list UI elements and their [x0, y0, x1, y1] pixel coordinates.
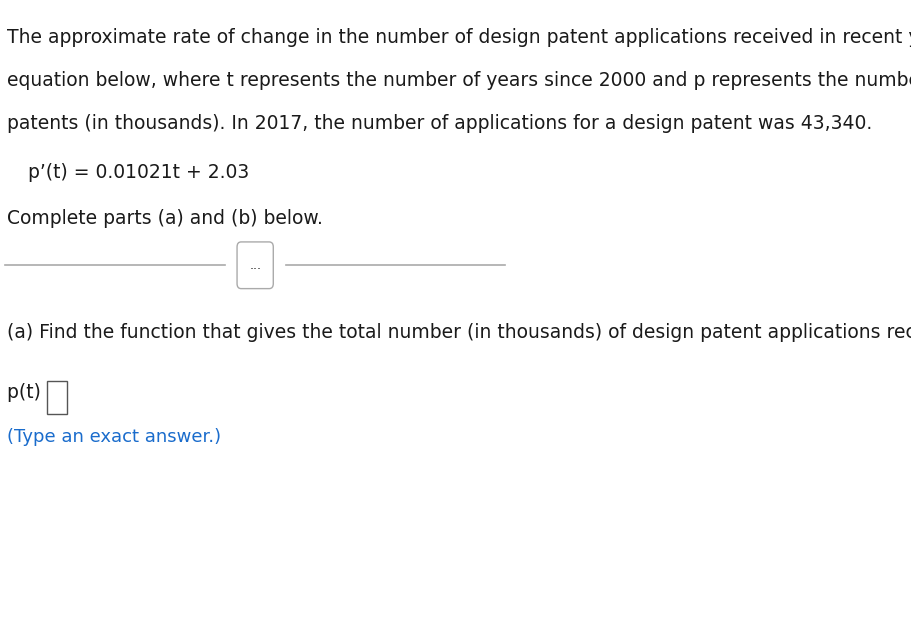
Text: p’(t) = 0.01021t + 2.03: p’(t) = 0.01021t + 2.03: [28, 163, 250, 182]
Text: equation below, where t represents the number of years since 2000 and p represen: equation below, where t represents the n…: [6, 71, 911, 90]
FancyBboxPatch shape: [47, 380, 67, 413]
Text: (Type an exact answer.): (Type an exact answer.): [6, 428, 220, 446]
Text: ...: ...: [250, 259, 261, 272]
FancyBboxPatch shape: [237, 242, 273, 288]
Text: Complete parts (a) and (b) below.: Complete parts (a) and (b) below.: [6, 209, 322, 228]
Text: (a) Find the function that gives the total number (in thousands) of design paten: (a) Find the function that gives the tot…: [6, 323, 911, 342]
Text: p(t) =: p(t) =: [6, 383, 62, 403]
Text: patents (in thousands). In 2017, the number of applications for a design patent : patents (in thousands). In 2017, the num…: [6, 114, 872, 133]
Text: The approximate rate of change in the number of design patent applications recei: The approximate rate of change in the nu…: [6, 28, 911, 47]
